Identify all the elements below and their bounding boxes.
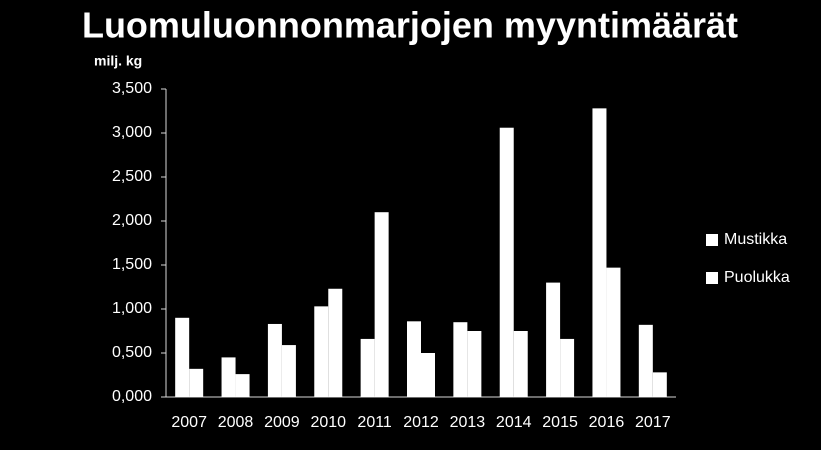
- bar: [467, 331, 482, 397]
- legend-label: Mustikka: [724, 231, 787, 248]
- bar: [560, 338, 575, 397]
- bar: [453, 322, 468, 397]
- x-tick-label: 2011: [357, 414, 392, 431]
- bar: [360, 338, 375, 397]
- x-tick-label: 2007: [171, 414, 207, 431]
- x-tick-label: 2016: [589, 414, 625, 431]
- legend-swatch: [706, 234, 718, 246]
- y-tick-label: 2,000: [112, 212, 152, 229]
- x-tick-label: 2012: [403, 414, 439, 431]
- bar: [652, 372, 667, 397]
- y-tick-label: 0,500: [112, 344, 152, 361]
- y-axis-label: milj. kg: [94, 53, 142, 69]
- bar: [407, 321, 421, 397]
- x-tick-label: 2014: [496, 414, 532, 431]
- x-tick-label: 2017: [635, 414, 671, 431]
- x-tick-label: 2015: [542, 414, 578, 431]
- bar: [267, 323, 282, 397]
- legend-label: Puolukka: [724, 269, 790, 286]
- bar: [592, 108, 607, 398]
- y-tick-label: 3,500: [112, 80, 152, 97]
- bar: [328, 288, 343, 397]
- bar: [189, 368, 204, 397]
- x-tick-label: 2008: [218, 414, 254, 431]
- bar: [314, 306, 329, 397]
- bar: [499, 127, 514, 397]
- bar: [235, 374, 250, 397]
- y-tick-label: 0,000: [112, 388, 152, 405]
- bar: [421, 353, 435, 397]
- bar: [606, 267, 621, 397]
- y-tick-label: 1,000: [112, 300, 152, 317]
- bar: [221, 357, 236, 397]
- bar: [513, 331, 528, 397]
- bar: [638, 324, 653, 397]
- bar: [546, 282, 561, 397]
- bar: [281, 345, 296, 397]
- bar: [175, 317, 190, 397]
- x-tick-label: 2010: [310, 414, 346, 431]
- chart-title: Luomuluonnonmarjojen myyntimäärät: [82, 5, 738, 46]
- bar: [374, 212, 389, 397]
- legend-swatch: [706, 272, 718, 284]
- y-tick-label: 2,500: [112, 168, 152, 185]
- x-tick-label: 2013: [450, 414, 486, 431]
- x-tick-label: 2009: [264, 414, 300, 431]
- y-tick-label: 3,000: [112, 124, 152, 141]
- y-tick-label: 1,500: [112, 256, 152, 273]
